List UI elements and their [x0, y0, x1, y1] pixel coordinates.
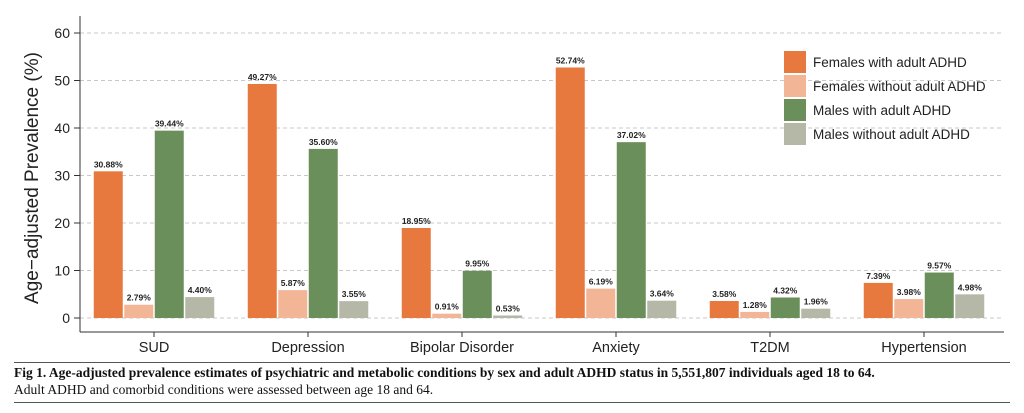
x-tick-label: Bipolar Disorder	[410, 340, 514, 356]
caption-text: Adult ADHD and comorbid conditions were …	[14, 382, 434, 397]
bar	[124, 304, 154, 318]
bar-value-label: 4.40%	[188, 285, 213, 295]
bars: 30.88% 2.79% 39.44% 4.40% 49.27% 5.87% 35.60% 3…	[93, 55, 985, 318]
bar	[770, 297, 800, 318]
y-tick-label: 40	[54, 120, 70, 136]
bar-value-label: 49.27%	[248, 72, 277, 82]
y-tick-label: 0	[62, 310, 70, 326]
bar	[462, 270, 492, 318]
legend-label: Males without adult ADHD	[813, 127, 970, 142]
y-axis: 0 10 20 30 40 50 60	[54, 16, 81, 332]
bar	[308, 148, 338, 318]
x-axis: SUD Depression Bipolar Disorder Anxiety T2DM…	[80, 331, 1004, 356]
bar-value-label: 30.88%	[94, 159, 123, 169]
bar	[924, 272, 954, 318]
y-tick-label: 10	[54, 263, 70, 279]
caption-top-rule	[14, 362, 1010, 363]
bar-value-label: 6.19%	[589, 277, 614, 287]
legend-swatch	[784, 123, 806, 145]
bar	[247, 83, 277, 318]
legend-swatch	[784, 99, 806, 121]
legend-label: Females without adult ADHD	[813, 79, 986, 94]
bar-value-label: 2.79%	[127, 293, 152, 303]
bar-value-label: 9.57%	[927, 261, 952, 271]
bar	[555, 67, 585, 318]
bar	[863, 282, 893, 318]
bar	[647, 300, 677, 318]
bar-value-label: 37.02%	[617, 130, 646, 140]
caption-bottom-rule	[14, 402, 1010, 403]
bar-chart: 0 10 20 30 40 50 60 30.88% 2.79% 39.44% 4.40% 49.2…	[22, 16, 1004, 356]
legend-label: Males with adult ADHD	[813, 103, 951, 118]
bar	[93, 171, 123, 318]
bar	[586, 288, 616, 318]
bar-value-label: 3.64%	[650, 289, 675, 299]
caption-title: Fig 1. Age-adjusted prevalence estimates…	[14, 365, 875, 380]
y-tick-label: 20	[54, 215, 70, 231]
bar	[401, 227, 431, 318]
bar	[616, 142, 646, 318]
bar-value-label: 3.58%	[712, 289, 737, 299]
bar-value-label: 3.55%	[342, 289, 367, 299]
y-axis-label: Age−adjusted Prevalence (%)	[22, 52, 43, 304]
bar-value-label: 1.96%	[804, 297, 829, 307]
legend-swatch	[784, 75, 806, 97]
x-tick-label: Anxiety	[592, 340, 640, 356]
x-tick-label: T2DM	[750, 340, 789, 356]
bar-value-label: 9.95%	[465, 259, 490, 269]
legend-swatch	[784, 51, 806, 73]
bar-value-label: 4.32%	[773, 285, 798, 295]
legend: Females with adult ADHD Females without a…	[784, 51, 986, 145]
bar	[432, 313, 462, 318]
bar	[709, 300, 739, 318]
bar-value-label: 4.98%	[958, 282, 983, 292]
bar-value-label: 0.53%	[496, 303, 521, 313]
bar-value-label: 5.87%	[281, 278, 306, 288]
bar-value-label: 3.98%	[897, 287, 922, 297]
y-tick-label: 30	[54, 168, 70, 184]
bar	[955, 294, 985, 318]
y-tick-label: 60	[54, 25, 70, 41]
bar-value-label: 35.60%	[309, 137, 338, 147]
gridlines	[80, 32, 1004, 319]
bar-value-label: 1.28%	[743, 300, 768, 310]
bar-value-label: 52.74%	[556, 55, 585, 65]
bar	[339, 301, 369, 318]
x-tick-label: Hypertension	[881, 340, 966, 356]
bar	[154, 130, 184, 318]
bar	[894, 299, 924, 318]
bar	[740, 311, 770, 318]
figure-caption: Fig 1. Age-adjusted prevalence estimates…	[14, 364, 1014, 398]
bar-value-label: 0.91%	[435, 302, 460, 312]
x-tick-label: Depression	[271, 340, 344, 356]
bar-value-label: 39.44%	[155, 119, 184, 129]
bar-value-label: 18.95%	[402, 216, 431, 226]
bar	[493, 315, 523, 318]
bar	[185, 297, 215, 318]
y-tick-label: 50	[54, 73, 70, 89]
x-tick-label: SUD	[139, 340, 170, 356]
bar-value-label: 7.39%	[866, 271, 891, 281]
bar	[278, 290, 308, 318]
bar	[801, 308, 831, 318]
legend-label: Females with adult ADHD	[813, 55, 967, 70]
